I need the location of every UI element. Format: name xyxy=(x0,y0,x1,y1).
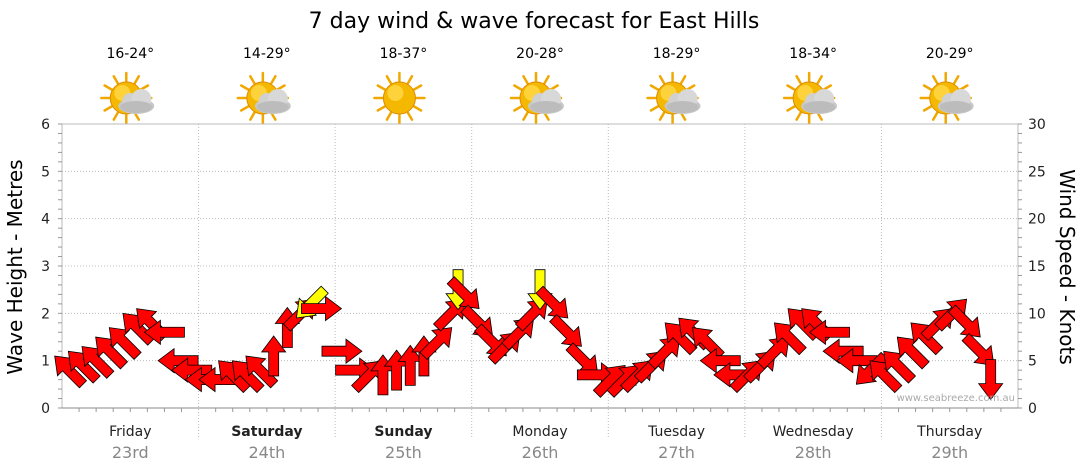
wind-arrow xyxy=(961,332,995,366)
day-temperature: 18-29° xyxy=(653,46,701,62)
left-tick-label: 2 xyxy=(41,306,50,322)
sun-cloud-icon xyxy=(509,71,564,125)
wind-arrow xyxy=(647,336,681,370)
left-tick-label: 5 xyxy=(41,164,50,180)
day-date: 26th xyxy=(522,443,559,462)
left-axis-title: Wave Height - Metres xyxy=(3,159,27,374)
day-temperature: 18-37° xyxy=(380,46,428,62)
left-tick-label: 1 xyxy=(41,354,50,370)
day-name: Sunday xyxy=(374,424,432,440)
sun-cloud-icon xyxy=(646,71,701,125)
wind-arrow xyxy=(549,314,582,347)
day-temperature: 16-24° xyxy=(106,46,154,62)
sun-cloud-icon xyxy=(919,71,974,125)
wind-arrow xyxy=(535,285,569,319)
weather-icon-row xyxy=(100,71,974,125)
right-tick-label: 30 xyxy=(1028,117,1046,133)
day-labels: Friday 23rd Saturday 24th Sunday 25th Monday 26… xyxy=(109,424,982,462)
chart-title: 7 day wind & wave forecast for East Hill… xyxy=(309,9,760,34)
left-tick-label: 4 xyxy=(41,212,50,228)
wind-arrow xyxy=(143,319,185,346)
right-tick-label: 5 xyxy=(1028,354,1037,370)
left-tick-label: 3 xyxy=(41,259,50,275)
sun-cloud-icon xyxy=(236,71,291,125)
right-tick-label: 25 xyxy=(1028,164,1046,180)
day-date: 24th xyxy=(248,443,285,462)
day-name: Tuesday xyxy=(647,424,705,440)
right-tick-label: 10 xyxy=(1028,306,1046,322)
left-tick-label: 6 xyxy=(41,117,50,133)
wind-arrow xyxy=(245,355,279,389)
day-date: 28th xyxy=(795,443,832,462)
right-axis-title: Wind Speed - Knots xyxy=(1055,169,1079,365)
day-date: 25th xyxy=(385,443,422,462)
day-name: Wednesday xyxy=(773,424,854,440)
wind-arrow xyxy=(977,359,1004,401)
sun-icon xyxy=(373,71,426,125)
day-name: Monday xyxy=(512,424,567,440)
credit-text: www.seabreeze.com.au xyxy=(897,393,1015,404)
right-axis-ticks: 0 5 10 15 20 25 30 xyxy=(1028,117,1046,417)
sun-cloud-icon xyxy=(100,71,155,125)
day-temperature: 18-34° xyxy=(789,46,837,62)
grid-lines xyxy=(58,123,1022,438)
temperature-row: 16-24° 14-29° 18-37° 20-28° 18-29° 18-34° 20-2… xyxy=(106,46,973,62)
day-date: 29th xyxy=(931,443,968,462)
day-date: 23rd xyxy=(112,443,149,462)
day-name: Thursday xyxy=(916,424,982,440)
wind-arrow xyxy=(301,295,343,322)
day-temperature: 14-29° xyxy=(243,46,291,62)
sun-cloud-icon xyxy=(782,71,838,125)
wind-arrow xyxy=(260,335,287,377)
right-tick-label: 0 xyxy=(1028,401,1037,417)
wind-series xyxy=(54,269,1004,401)
wind-arrow xyxy=(419,327,453,360)
wind-arrow xyxy=(699,347,741,374)
day-date: 27th xyxy=(658,443,695,462)
wind-arrow xyxy=(321,338,363,365)
day-name: Saturday xyxy=(231,424,302,440)
day-name: Friday xyxy=(109,424,151,440)
wind-arrow xyxy=(446,276,480,310)
day-temperature: 20-28° xyxy=(516,46,564,62)
left-axis-ticks: 0 1 2 3 4 5 6 xyxy=(41,117,50,417)
right-tick-label: 20 xyxy=(1028,212,1046,228)
wind-arrow xyxy=(947,304,981,338)
wind-arrow xyxy=(756,336,790,370)
right-tick-label: 15 xyxy=(1028,259,1046,275)
wind-arrow xyxy=(808,319,850,346)
day-temperature: 20-29° xyxy=(926,46,974,62)
left-tick-label: 0 xyxy=(41,401,50,417)
